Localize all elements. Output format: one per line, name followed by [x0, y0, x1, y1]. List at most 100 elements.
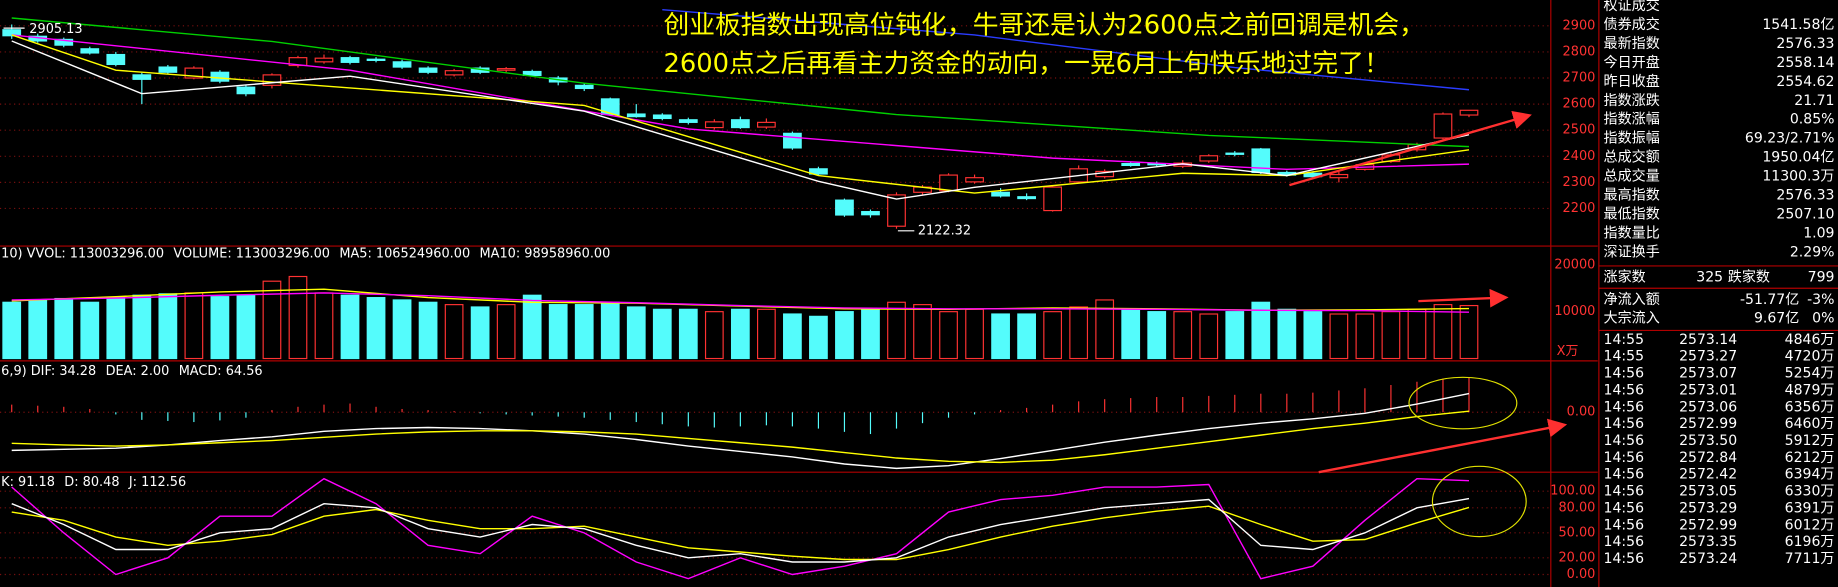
quote-value: 11300.3万	[1762, 169, 1834, 185]
y-tick-label: 2900	[1563, 18, 1596, 33]
tick-time: 14:55	[1604, 332, 1644, 348]
volume-bar	[1199, 313, 1219, 360]
y-tick-label: 20000	[1554, 257, 1595, 272]
candle-body	[392, 61, 412, 68]
volume-bar	[1095, 299, 1115, 360]
volume-bar	[1407, 308, 1427, 360]
tick-volume: 6012万	[1785, 517, 1835, 533]
indicator-line	[11, 505, 1470, 561]
tick-volume: 7711万	[1785, 551, 1835, 567]
y-tick-label: 50.00	[1558, 525, 1595, 540]
tick-price: 2572.84	[1679, 450, 1737, 466]
volume-bar	[991, 313, 1010, 360]
candle-body	[54, 38, 74, 46]
tick-volume: 6394万	[1785, 467, 1835, 483]
volume-bar	[939, 311, 958, 360]
quote-value: 799	[1808, 270, 1835, 286]
quote-label: 总成交量	[1604, 168, 1660, 185]
indicator-line	[11, 40, 1470, 200]
candle-body	[965, 177, 984, 183]
volume-bar	[1173, 311, 1193, 360]
candle-body	[783, 132, 802, 149]
volume-bar	[54, 297, 74, 360]
candle-body	[1225, 152, 1245, 155]
candle-body	[574, 84, 594, 90]
y-tick-label: 100.00	[1550, 484, 1595, 499]
quote-label: 大宗流入	[1604, 311, 1660, 327]
candle-body	[730, 119, 750, 129]
annotation: 2905.13	[29, 22, 82, 37]
volume-bar	[574, 304, 594, 360]
candle-body	[600, 98, 620, 116]
quote-label: 涨家数	[1604, 269, 1646, 286]
legend-entry: D: 80.48	[64, 475, 119, 490]
volume-bar	[132, 294, 152, 360]
y-tick-label: 20.00	[1558, 550, 1595, 565]
candle-body	[626, 113, 646, 118]
volume-bar	[28, 299, 48, 360]
volume-bar	[678, 308, 698, 360]
volume-bar	[2, 301, 22, 360]
tick-volume: 5912万	[1785, 433, 1835, 449]
tick-volume: 4879万	[1785, 382, 1835, 398]
tick-time: 14:56	[1604, 450, 1645, 466]
y-tick-label: 2800	[1563, 44, 1596, 59]
volume-bar	[835, 311, 854, 360]
headline: 2600点之后再看主力资金的动向，一晃6月上旬快乐地过完了！	[663, 49, 1389, 79]
tick-time: 14:56	[1604, 517, 1645, 533]
indicator-line	[11, 477, 1470, 580]
candle-body	[809, 168, 828, 175]
tick-volume: 6196万	[1785, 534, 1835, 550]
indicator-line	[11, 410, 1470, 464]
legend-entry: MA5: 106524960.00	[339, 247, 470, 262]
quote-value: -51.77亿	[1740, 292, 1799, 308]
volume-bar	[340, 294, 360, 360]
volume-bar	[314, 292, 334, 360]
volume-bar	[1251, 301, 1271, 360]
candle-body	[418, 67, 438, 73]
volume-bar	[210, 296, 230, 360]
volume-bar	[1433, 304, 1453, 360]
volume-bar	[366, 297, 386, 360]
annotation: 2122.32	[918, 223, 971, 238]
indicator-line	[11, 34, 1470, 194]
volume-bar	[1277, 308, 1297, 360]
quote-label: 债券成交	[1604, 16, 1660, 33]
volume-bar	[548, 304, 568, 360]
tick-price: 2572.99	[1679, 416, 1737, 432]
volume-bar	[236, 294, 256, 360]
y-tick-label: 0.00	[1567, 567, 1596, 582]
quote-value: -3%	[1807, 292, 1834, 308]
volume-bar	[1043, 311, 1063, 360]
tick-volume: 5254万	[1785, 366, 1835, 382]
tick-price: 2573.35	[1679, 534, 1737, 550]
volume-bar	[913, 304, 932, 360]
volume-bar	[1381, 311, 1401, 360]
volume-bar	[783, 313, 802, 360]
tick-time: 14:56	[1604, 399, 1645, 415]
y-tick-label: 0.00	[1567, 405, 1596, 420]
quote-label: 指数涨跌	[1604, 93, 1660, 109]
tick-time: 14:55	[1604, 349, 1644, 365]
candle-body	[939, 174, 958, 192]
volume-bar	[444, 304, 464, 360]
legend-entry: 6,9) DIF: 34.28	[1, 364, 96, 379]
tick-time: 14:56	[1604, 467, 1645, 483]
candle-body	[991, 191, 1010, 197]
candle-body	[835, 199, 854, 216]
quote-label: 权证成交	[1604, 0, 1660, 14]
quote-value: 1950.04亿	[1762, 150, 1834, 166]
quote-value: 0.85%	[1790, 112, 1835, 128]
candle-body	[236, 86, 256, 95]
quote-label: 跌家数	[1728, 269, 1770, 286]
candle-body	[366, 58, 386, 61]
indicator-line	[662, 8, 1470, 91]
tick-price: 2573.06	[1679, 399, 1737, 415]
tick-volume: 6391万	[1785, 501, 1835, 517]
volume-bar	[1355, 313, 1375, 360]
quote-label: 指数振幅	[1604, 131, 1660, 147]
y-tick-label: 80.00	[1558, 500, 1595, 515]
candle-body	[704, 121, 724, 129]
tick-price: 2573.50	[1679, 433, 1737, 449]
